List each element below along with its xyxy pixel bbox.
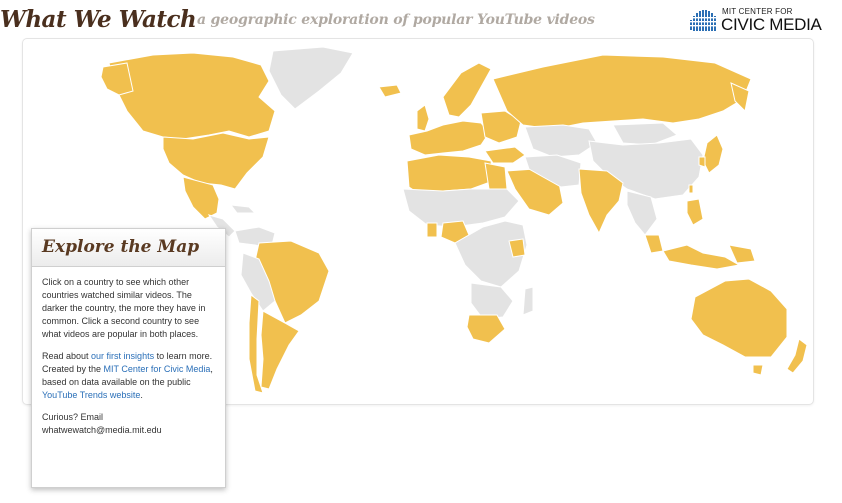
country-usa[interactable] <box>162 132 270 190</box>
country-canada[interactable] <box>108 52 276 140</box>
country-south-korea[interactable] <box>698 156 706 168</box>
country-egypt[interactable] <box>484 162 508 190</box>
globe-logo-icon <box>688 10 718 31</box>
panel-contact: Curious? Email whatwewatch@media.mit.edu <box>42 411 218 437</box>
header: What We Watch a geographic exploration o… <box>0 0 842 38</box>
panel-about: Read about our first insights to learn m… <box>42 350 218 402</box>
country-usa-alaska[interactable] <box>100 62 134 96</box>
country-kenya[interactable] <box>508 238 526 258</box>
site-title[interactable]: What We Watch <box>0 6 197 33</box>
country-west-africa[interactable] <box>402 188 520 228</box>
world-map[interactable] <box>23 39 813 404</box>
country-indonesia[interactable] <box>662 244 741 270</box>
country-bolivia[interactable] <box>240 252 276 312</box>
panel-instructions: Click on a country to see which other co… <box>42 277 206 339</box>
country-india[interactable] <box>578 168 624 235</box>
country-japan[interactable] <box>702 134 724 174</box>
country-greenland[interactable] <box>268 46 354 110</box>
about-text-1: Read about <box>42 351 92 361</box>
country-south-africa[interactable] <box>466 314 506 344</box>
country-new-zealand[interactable] <box>786 338 808 374</box>
country-taiwan[interactable] <box>688 184 694 194</box>
logo-line-2: CIVIC MEDIA <box>721 15 822 34</box>
country-malaysia[interactable] <box>644 234 664 254</box>
country-central-america[interactable] <box>207 214 236 238</box>
site-subtitle: a geographic exploration of popular YouT… <box>197 12 595 28</box>
country-eastern-europe[interactable] <box>480 110 522 144</box>
country-scandinavia[interactable] <box>442 62 492 118</box>
country-australia[interactable] <box>690 278 788 358</box>
explore-map-panel: Explore the Map Click on a country to se… <box>31 228 226 488</box>
country-southern-africa[interactable] <box>470 282 514 320</box>
country-turkey[interactable] <box>484 146 526 164</box>
country-ghana[interactable] <box>426 222 438 238</box>
country-western-europe[interactable] <box>408 120 490 156</box>
country-russia-east[interactable] <box>730 82 750 113</box>
contact-prompt: Curious? Email <box>42 412 104 422</box>
country-iran[interactable] <box>524 154 582 188</box>
country-uk[interactable] <box>416 104 430 132</box>
country-mongolia[interactable] <box>612 122 678 146</box>
country-central-africa[interactable] <box>454 220 528 288</box>
youtube-trends-link[interactable]: YouTube Trends website <box>42 390 141 400</box>
panel-header: Explore the Map <box>32 229 225 267</box>
about-text-2: to learn more. Created by the <box>42 351 213 374</box>
country-central-asia[interactable] <box>524 124 598 158</box>
country-papua[interactable] <box>728 244 756 264</box>
panel-title: Explore the Map <box>42 237 200 257</box>
map-container <box>22 38 814 405</box>
country-caribbean[interactable] <box>229 204 257 214</box>
mit-civic-media-link[interactable]: MIT Center for Civic Media <box>103 364 211 374</box>
about-text-3: , based on data available on the public <box>42 364 213 387</box>
country-iceland[interactable] <box>378 84 402 98</box>
country-chile[interactable] <box>248 294 264 394</box>
panel-body: Click on a country to see which other co… <box>42 276 218 446</box>
about-text-4: . <box>140 390 143 400</box>
country-australia-tasmania[interactable] <box>752 364 764 376</box>
country-philippines[interactable] <box>686 198 704 226</box>
country-russia[interactable] <box>492 54 752 130</box>
country-madagascar[interactable] <box>522 286 534 316</box>
contact-email[interactable]: whatwewatch@media.mit.edu <box>42 425 162 435</box>
first-insights-link[interactable]: our first insights <box>91 351 155 361</box>
mit-civic-media-logo[interactable]: MIT CENTER FOR CIVIC MEDIA <box>688 6 822 36</box>
country-argentina[interactable] <box>260 310 300 390</box>
logo-line-1: MIT CENTER FOR <box>722 7 793 16</box>
